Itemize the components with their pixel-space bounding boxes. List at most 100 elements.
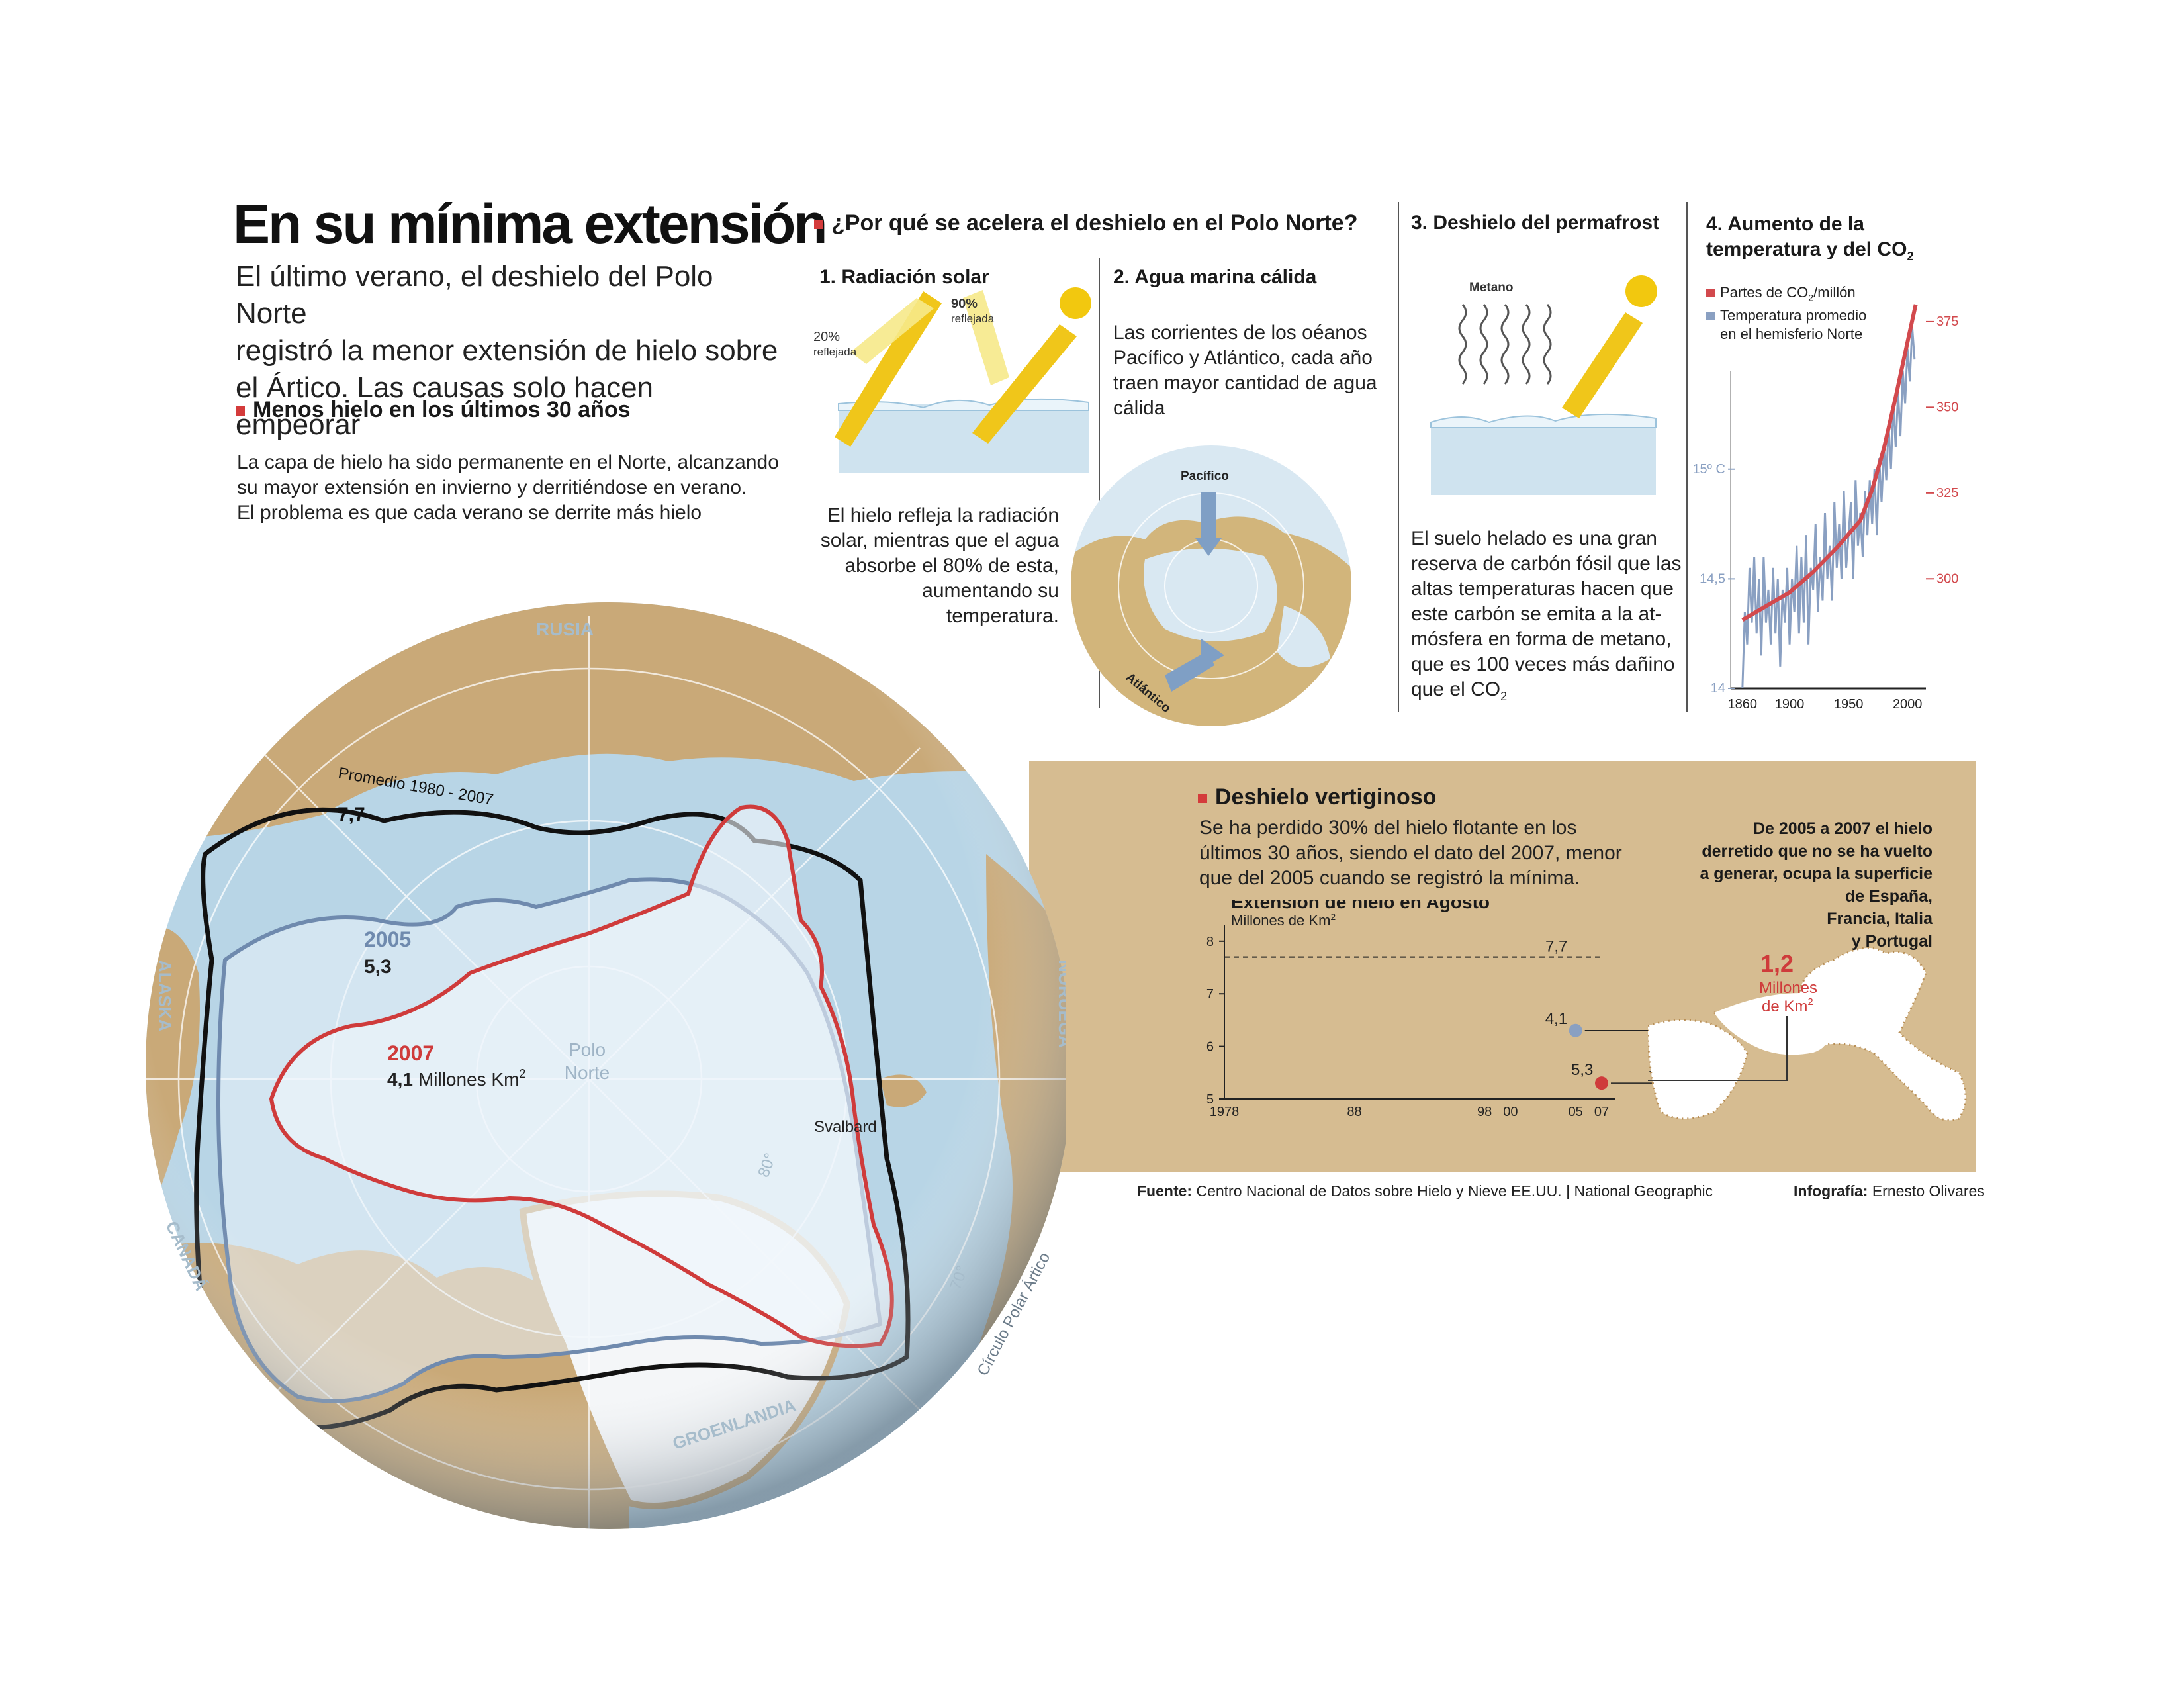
panel2-body: Las corrientes de los oéanos Pacífico y … bbox=[1113, 320, 1391, 421]
globe-shade bbox=[146, 602, 1066, 1529]
russia-label: RUSIA bbox=[536, 619, 594, 639]
body-text: que el CO bbox=[1411, 679, 1501, 700]
body-line: aumentando su bbox=[922, 580, 1059, 602]
extent-2005-label: 2005 bbox=[364, 927, 411, 951]
subscript: 2 bbox=[1500, 690, 1508, 703]
x-tick-label: 98 bbox=[1477, 1105, 1492, 1119]
extent-2007-value-line: 4,1 Millones Km2 bbox=[387, 1067, 525, 1090]
bullet-square-icon bbox=[236, 406, 245, 416]
extent-2005-value: 5,3 bbox=[364, 956, 392, 978]
body-line: El problema es que cada verano se derrit… bbox=[237, 502, 702, 524]
solar-radiation-illustration: 20% reflejada 90% reflejada bbox=[813, 287, 1091, 473]
reflected-ray bbox=[963, 290, 1009, 385]
body-line: reserva de carbón fósil que las bbox=[1411, 553, 1682, 575]
pacific-arrow bbox=[1201, 492, 1216, 538]
x-tick-label: 2000 bbox=[1893, 697, 1923, 712]
y-left-tick-label: 14 bbox=[1711, 681, 1725, 696]
y-right-tick-label: 325 bbox=[1936, 486, 1958, 500]
label-90: 90% bbox=[951, 297, 978, 311]
legend-swatch-icon bbox=[1706, 289, 1715, 297]
caption-line: a generar, ocupa la superficie bbox=[1700, 865, 1933, 883]
x-tick-label: 1860 bbox=[1728, 697, 1758, 712]
iberia-shape bbox=[1648, 1019, 1749, 1120]
label-2005: 4,1 bbox=[1545, 1010, 1567, 1028]
panel3-body: El suelo helado es una gran reserva de c… bbox=[1411, 526, 1682, 709]
map-unit-1: Millones bbox=[1759, 979, 1817, 997]
y-right-tick-label: 300 bbox=[1936, 571, 1958, 586]
panel4-title-line: temperatura y del CO2 bbox=[1706, 237, 1913, 269]
less-ice-heading: Menos hielo en los últimos 30 años bbox=[236, 397, 631, 423]
vertigo-heading: Deshielo vertiginoso bbox=[1198, 784, 1436, 810]
body-line: El hielo refleja la radiación bbox=[827, 504, 1059, 526]
sun-icon bbox=[1060, 287, 1091, 319]
map-unit-text: de Km bbox=[1762, 998, 1807, 1015]
y-axis-label: Millones de Km2 bbox=[1231, 912, 1336, 929]
caption-line: derretido que no se ha vuelto bbox=[1702, 842, 1933, 861]
extent-2007-unit: Millones Km bbox=[418, 1069, 519, 1090]
superscript: 2 bbox=[1807, 996, 1813, 1008]
panel4-legend: Partes de CO2/millón Temperatura promedi… bbox=[1706, 283, 1866, 344]
avg-extent-value: 7,7 bbox=[338, 804, 365, 825]
y-tick-label: 5 bbox=[1206, 1092, 1214, 1107]
legend-text: en el hemisferio Norte bbox=[1720, 326, 1863, 343]
alaska-label: ALASKA bbox=[155, 960, 175, 1032]
legend-text: /millón bbox=[1813, 284, 1856, 301]
y-tick-label: 7 bbox=[1206, 987, 1214, 1002]
subtitle-line: El último verano, el deshielo del Polo N… bbox=[236, 260, 713, 330]
why-heading: ¿Por qué se acelera el deshielo en el Po… bbox=[814, 211, 1357, 236]
y-tick-label: 6 bbox=[1206, 1040, 1214, 1055]
reference-label: 7,7 bbox=[1545, 938, 1567, 956]
subtitle-line: registró la menor extensión de hielo sob… bbox=[236, 334, 778, 367]
norway-label: NORUEGA bbox=[1055, 960, 1066, 1048]
chart-title: Extensión de hielo en Agosto bbox=[1231, 900, 1490, 912]
body-line: este carbón se emita a la at- bbox=[1411, 603, 1662, 625]
why-heading-text: ¿Por qué se acelera el deshielo en el Po… bbox=[831, 211, 1358, 236]
caption-line: de España, bbox=[1845, 887, 1933, 906]
x-tick-label: 05 bbox=[1569, 1105, 1583, 1119]
arrow-head-icon bbox=[1195, 538, 1222, 556]
x-tick-label: 1950 bbox=[1834, 697, 1864, 712]
divider bbox=[1398, 202, 1399, 712]
panel2-title: 2. Agua marina cálida bbox=[1113, 266, 1317, 288]
sun-ray bbox=[1562, 312, 1643, 418]
x-tick-label: 07 bbox=[1594, 1105, 1609, 1119]
map-value: 1,2 bbox=[1760, 950, 1794, 977]
panel4-title-line: 4. Aumento de la bbox=[1706, 213, 1864, 235]
page-title: En su mínima extensión bbox=[233, 193, 828, 255]
label-20-sub: reflejada bbox=[813, 346, 857, 358]
x-tick-label: 00 bbox=[1503, 1105, 1518, 1119]
body-line: últimos 30 años, siendo el dato del 2007… bbox=[1199, 842, 1622, 864]
vertigo-body: Se ha perdido 30% del hielo flotante en … bbox=[1199, 816, 1662, 891]
co2-line bbox=[1741, 304, 1918, 622]
panel1-body: El hielo refleja la radiación solar, mie… bbox=[794, 503, 1059, 629]
source-text: Centro Nacional de Datos sobre Hielo y N… bbox=[1196, 1182, 1713, 1199]
body-line: La capa de hielo ha sido permanente en e… bbox=[237, 451, 779, 473]
water-block bbox=[839, 404, 1089, 473]
y-left-tick-label: 14,5 bbox=[1700, 571, 1725, 586]
body-line: mósfera en forma de metano, bbox=[1411, 628, 1672, 650]
france-shape bbox=[1714, 993, 1829, 1055]
sun-ray bbox=[835, 291, 942, 447]
body-line: que es 100 veces más dañino bbox=[1411, 653, 1675, 675]
arctic-map: RUSIA ALASKA CANADÁ GROENLANDIA NORUEGA … bbox=[146, 602, 1066, 1529]
arrow-head-icon bbox=[1201, 639, 1224, 669]
vertigo-heading-text: Deshielo vertiginoso bbox=[1215, 784, 1437, 810]
credit-label: Infografía: bbox=[1794, 1182, 1868, 1199]
y-right-tick-label: 350 bbox=[1936, 400, 1958, 414]
superscript: 2 bbox=[1330, 912, 1336, 922]
less-ice-heading-text: Menos hielo en los últimos 30 años bbox=[253, 397, 631, 422]
caption-line: Francia, Italia bbox=[1827, 910, 1933, 928]
ground-block bbox=[1431, 422, 1656, 495]
superscript: 2 bbox=[519, 1067, 525, 1080]
sea-area bbox=[1277, 606, 1330, 667]
label-20: 20% bbox=[813, 330, 840, 344]
map-unit-2: de Km2 bbox=[1762, 996, 1813, 1015]
body-line: altas temperaturas hacen que bbox=[1411, 578, 1674, 600]
panel4-title: 4. Aumento de la temperatura y del CO2 bbox=[1706, 212, 1913, 269]
pole-label: Polo bbox=[569, 1039, 606, 1060]
temperature-line bbox=[1741, 326, 1916, 689]
body-line: su mayor extensión en invierno y derriti… bbox=[237, 477, 747, 498]
divider bbox=[1686, 202, 1688, 712]
point-2007 bbox=[1595, 1076, 1608, 1090]
